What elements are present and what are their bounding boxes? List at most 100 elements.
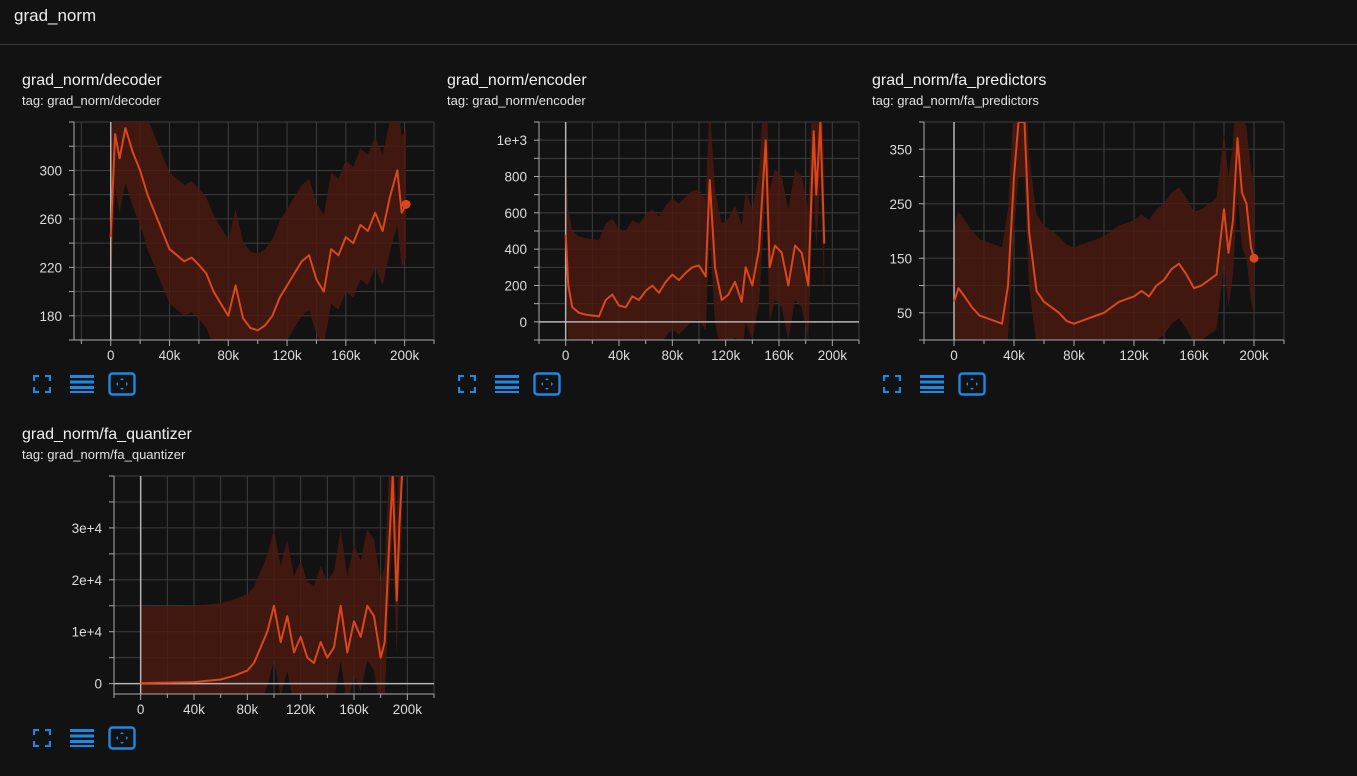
list-icon: [495, 374, 519, 394]
x-tick-label: 120k: [1119, 348, 1149, 363]
y-tick-label: 200: [504, 279, 527, 294]
x-tick-label: 40k: [183, 702, 205, 717]
card-title: grad_norm/decoder: [22, 72, 162, 89]
y-tick-label: 150: [889, 251, 912, 266]
series-line: [953, 122, 1255, 325]
fullscreen-button[interactable]: [32, 372, 52, 396]
y-tick-label: 300: [39, 163, 62, 178]
fit-domain-icon: [958, 372, 986, 396]
fullscreen-icon: [883, 375, 901, 393]
card-toolbar: [457, 372, 587, 398]
fullscreen-button[interactable]: [32, 726, 52, 750]
fullscreen-icon: [33, 375, 51, 393]
x-tick-label: 120k: [272, 348, 302, 363]
card-title: grad_norm/encoder: [447, 72, 587, 89]
x-tick-label: 80k: [217, 348, 239, 363]
card-toolbar: [32, 726, 162, 752]
y-tick-label: 250: [889, 197, 912, 212]
plot-area: [539, 122, 859, 340]
y-tick-label: 1e+3: [497, 133, 527, 148]
legend-button[interactable]: [70, 726, 94, 750]
x-tick-label: 160k: [1179, 348, 1209, 363]
chart-card-fa-predictors: grad_norm/fa_predictors tag: grad_norm/f…: [872, 72, 1292, 412]
fit-domain-button[interactable]: [108, 726, 136, 750]
x-tick-label: 40k: [608, 348, 630, 363]
y-tick-label: 50: [897, 306, 912, 321]
series-line: [564, 122, 826, 318]
fit-domain-button[interactable]: [108, 372, 136, 396]
card-toolbar: [32, 372, 162, 398]
variance-band: [140, 476, 402, 694]
x-tick-label: 40k: [159, 348, 181, 363]
y-tick-label: 2e+4: [72, 573, 103, 588]
fit-domain-icon: [533, 372, 561, 396]
list-icon: [920, 374, 944, 394]
y-tick-label: 180: [39, 309, 62, 324]
line-chart[interactable]: 0 40k 80k 120k 160k 200k 0 200 400 600 800 1e+3: [447, 110, 867, 363]
x-tick-label: 200k: [818, 348, 848, 363]
y-tick-label: 260: [39, 212, 62, 227]
y-tick-label: 3e+4: [72, 521, 103, 536]
x-tick-label: 80k: [661, 348, 683, 363]
x-tick-label: 120k: [711, 348, 741, 363]
list-icon: [70, 728, 94, 748]
x-tick-label: 0: [562, 348, 570, 363]
x-tick-label: 40k: [1003, 348, 1025, 363]
legend-button[interactable]: [920, 372, 944, 396]
x-tick-label: 80k: [236, 702, 258, 717]
fullscreen-button[interactable]: [882, 372, 902, 396]
series-end-point: [401, 199, 411, 209]
group-title: grad_norm: [14, 6, 97, 25]
fullscreen-icon: [458, 375, 476, 393]
x-tick-label: 200k: [393, 702, 423, 717]
card-title: grad_norm/fa_quantizer: [22, 426, 192, 443]
y-tick-label: 400: [504, 242, 527, 257]
x-tick-label: 160k: [331, 348, 361, 363]
x-tick-label: 0: [137, 702, 145, 717]
plot-area: [114, 476, 434, 694]
group-header[interactable]: grad_norm: [0, 0, 1357, 45]
variance-band: [565, 122, 825, 340]
chart-card-encoder: grad_norm/encoder tag: grad_norm/encoder…: [447, 72, 867, 412]
fullscreen-button[interactable]: [457, 372, 477, 396]
card-tag: tag: grad_norm/encoder: [447, 93, 586, 108]
fit-domain-icon: [108, 372, 136, 396]
line-chart[interactable]: 0 40k 80k 120k 160k 200k 180 220 260 300: [22, 110, 442, 363]
y-tick-label: 800: [504, 170, 527, 185]
x-tick-label: 200k: [390, 348, 420, 363]
series-line: [109, 127, 407, 332]
y-tick-label: 350: [889, 142, 912, 157]
series-end-point: [1249, 253, 1259, 263]
list-icon: [70, 374, 94, 394]
line-chart[interactable]: 0 40k 80k 120k 160k 200k 0 1e+4 2e+4 3e+4: [22, 464, 442, 717]
fullscreen-icon: [33, 729, 51, 747]
variance-band: [110, 122, 407, 340]
variance-band: [954, 122, 1254, 340]
y-tick-label: 600: [504, 206, 527, 221]
plot-area: [953, 122, 1255, 340]
x-tick-label: 80k: [1063, 348, 1085, 363]
card-tag: tag: grad_norm/decoder: [22, 93, 161, 108]
x-tick-label: 120k: [286, 702, 316, 717]
chart-card-fa-quantizer: grad_norm/fa_quantizer tag: grad_norm/fa…: [22, 426, 442, 766]
x-tick-label: 160k: [764, 348, 794, 363]
x-tick-label: 200k: [1239, 348, 1269, 363]
y-tick-label: 220: [39, 260, 62, 275]
legend-button[interactable]: [495, 372, 519, 396]
y-tick-label: 0: [519, 315, 527, 330]
line-chart[interactable]: 0 40k 80k 120k 160k 200k 50 150 250 350: [872, 110, 1292, 363]
legend-button[interactable]: [70, 372, 94, 396]
y-tick-label: 0: [94, 677, 102, 692]
fit-domain-button[interactable]: [958, 372, 986, 396]
card-tag: tag: grad_norm/fa_predictors: [872, 93, 1039, 108]
x-tick-label: 0: [950, 348, 958, 363]
plot-area: [109, 122, 407, 340]
card-title: grad_norm/fa_predictors: [872, 72, 1047, 89]
x-tick-label: 160k: [339, 702, 369, 717]
chart-card-decoder: grad_norm/decoder tag: grad_norm/decoder…: [22, 72, 442, 412]
fit-domain-button[interactable]: [533, 372, 561, 396]
card-tag: tag: grad_norm/fa_quantizer: [22, 447, 186, 462]
series-line: [140, 476, 403, 685]
x-tick-label: 0: [107, 348, 115, 363]
y-tick-label: 1e+4: [72, 625, 103, 640]
